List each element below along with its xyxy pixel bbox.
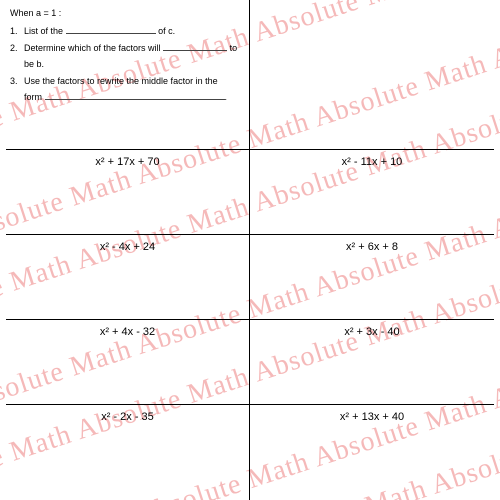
instructions-heading: When a = 1 : xyxy=(10,6,241,20)
problem-row: x² - 4x + 24 x² + 6x + 8 xyxy=(6,235,494,320)
problem-row: x² - 2x - 35 x² + 13x + 40 xyxy=(6,405,494,500)
step-body: Use the factors to rewrite the middle fa… xyxy=(24,74,241,88)
instructions-row: When a = 1 : 1. List of the of c. 2. Det… xyxy=(6,0,494,150)
instructions-right-blank xyxy=(250,0,494,149)
step-number: 2. xyxy=(10,41,24,55)
expression-cell: x² + 6x + 8 xyxy=(250,235,494,319)
step-body: List of the of c. xyxy=(24,24,241,38)
problem-row: x² + 17x + 70 x² - 11x + 10 xyxy=(6,150,494,235)
problem-row: x² + 4x - 32 x² + 3x - 40 xyxy=(6,320,494,405)
fill-blank xyxy=(163,50,227,51)
step-3: 3. Use the factors to rewrite the middle… xyxy=(10,74,241,88)
expression-cell: x² + 13x + 40 xyxy=(250,405,494,500)
step-2: 2. Determine which of the factors will t… xyxy=(10,41,241,55)
expression-cell: x² - 11x + 10 xyxy=(250,150,494,234)
step-body: Determine which of the factors will to xyxy=(24,41,241,55)
expression-cell: x² + 4x - 32 xyxy=(6,320,250,404)
expression-cell: x² + 17x + 70 xyxy=(6,150,250,234)
expression-cell: x² - 4x + 24 xyxy=(6,235,250,319)
expression-cell: x² - 2x - 35 xyxy=(6,405,250,500)
fill-blank xyxy=(45,99,225,100)
instructions-block: When a = 1 : 1. List of the of c. 2. Det… xyxy=(6,0,250,149)
step-3-cont: form . xyxy=(24,90,241,104)
step-2-cont: be b. xyxy=(24,57,241,71)
step-1: 1. List of the of c. xyxy=(10,24,241,38)
step-number: 1. xyxy=(10,24,24,38)
worksheet-page: When a = 1 : 1. List of the of c. 2. Det… xyxy=(0,0,500,500)
fill-blank xyxy=(66,33,156,34)
step-number: 3. xyxy=(10,74,24,88)
expression-cell: x² + 3x - 40 xyxy=(250,320,494,404)
